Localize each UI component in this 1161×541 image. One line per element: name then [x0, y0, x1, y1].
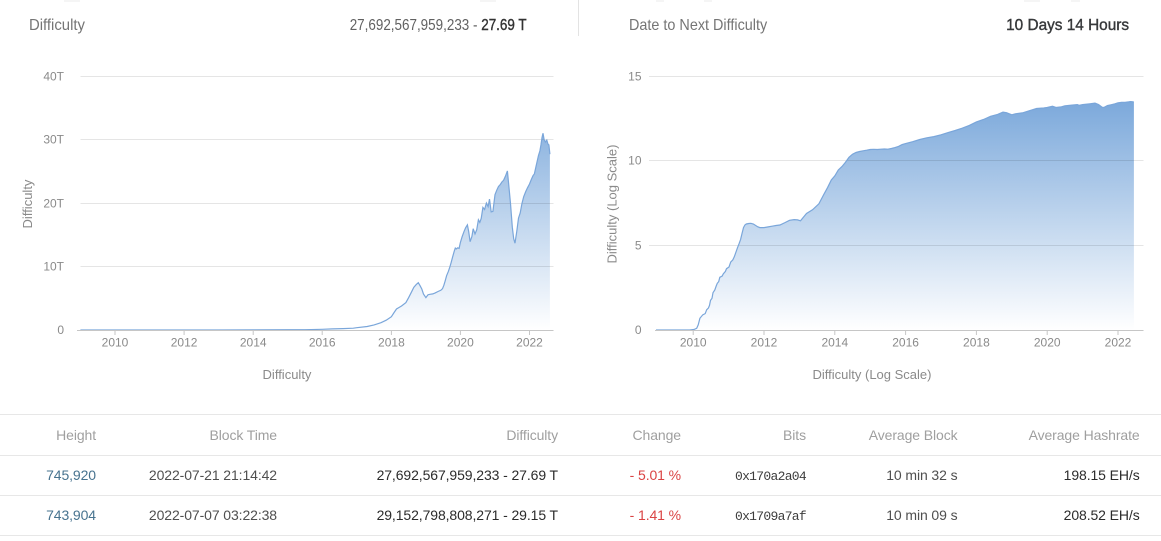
svg-text:15: 15 [628, 70, 642, 84]
svg-text:2016: 2016 [892, 336, 919, 350]
svg-text:10: 10 [628, 154, 642, 168]
svg-text:40T: 40T [43, 70, 64, 84]
svg-text:10T: 10T [43, 260, 64, 274]
svg-text:2020: 2020 [1034, 336, 1061, 350]
svg-text:2020: 2020 [447, 336, 474, 350]
svg-text:5: 5 [635, 239, 642, 253]
svg-text:2022: 2022 [516, 336, 543, 350]
svg-text:2018: 2018 [378, 336, 405, 350]
svg-text:Difficulty: Difficulty [20, 179, 35, 228]
svg-text:2014: 2014 [821, 336, 848, 350]
svg-text:2010: 2010 [680, 336, 707, 350]
svg-text:2012: 2012 [171, 336, 198, 350]
svg-text:0: 0 [635, 323, 642, 337]
svg-text:2018: 2018 [963, 336, 990, 350]
svg-text:2014: 2014 [240, 336, 267, 350]
svg-text:2022: 2022 [1105, 336, 1132, 350]
svg-text:2016: 2016 [309, 336, 336, 350]
svg-text:Difficulty: Difficulty [263, 367, 312, 382]
svg-text:Difficulty (Log Scale): Difficulty (Log Scale) [605, 145, 620, 264]
svg-text:0: 0 [57, 323, 64, 337]
svg-text:30T: 30T [43, 133, 64, 147]
svg-text:2010: 2010 [102, 336, 129, 350]
svg-text:Difficulty (Log Scale): Difficulty (Log Scale) [813, 367, 932, 382]
svg-text:2012: 2012 [751, 336, 778, 350]
svg-text:20T: 20T [43, 197, 64, 211]
